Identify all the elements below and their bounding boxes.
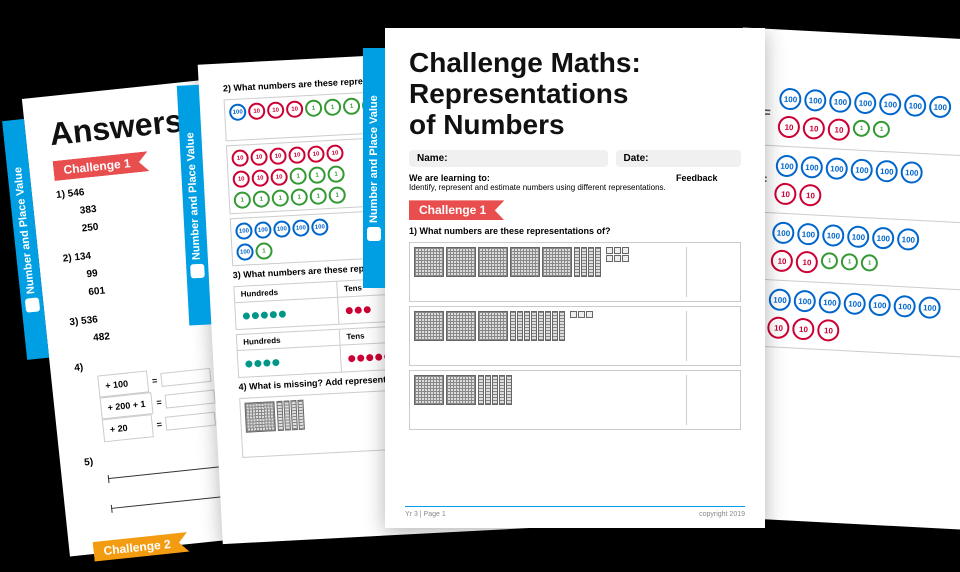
counter-1-icon: 1 bbox=[841, 253, 859, 271]
base-ten-row bbox=[409, 242, 741, 302]
tab-icon bbox=[190, 264, 205, 279]
date-field[interactable]: Date: bbox=[616, 150, 742, 167]
counter-100-icon: 100 bbox=[768, 288, 791, 311]
counter-collection: 1001001001001001001010 bbox=[774, 154, 960, 216]
counter-100-icon: 100 bbox=[775, 154, 798, 177]
page-footer: Yr 3 | Page 1 copyright 2019 bbox=[405, 506, 745, 518]
hundred-square-icon bbox=[244, 401, 276, 433]
tab-icon bbox=[367, 227, 381, 241]
counter-10-icon: 10 bbox=[827, 118, 850, 141]
answer-box[interactable] bbox=[686, 247, 736, 297]
counter-100-icon: 100 bbox=[897, 228, 920, 251]
counter-100-icon: 100 bbox=[822, 224, 845, 247]
counter-10-icon: 10 bbox=[767, 316, 790, 339]
base-ten-row bbox=[409, 370, 741, 430]
counter-100-icon: 100 bbox=[772, 221, 795, 244]
counter-100-icon: 100 bbox=[229, 103, 247, 121]
learning-objective: We are learning to: Identify, represent … bbox=[409, 173, 741, 192]
counter-100-icon: 100 bbox=[797, 223, 820, 246]
counter-100-icon: 100 bbox=[793, 290, 816, 313]
counter-100-icon: 100 bbox=[779, 88, 802, 111]
counter-100-icon: 100 bbox=[847, 225, 870, 248]
hundred-square-icon bbox=[414, 247, 444, 277]
counter-1-icon: 1 bbox=[305, 99, 323, 117]
counter-100-icon: 100 bbox=[893, 295, 916, 318]
counter-10-icon: 10 bbox=[770, 249, 793, 272]
counter-100-icon: 100 bbox=[850, 158, 873, 181]
main-title: Challenge Maths: Representations of Numb… bbox=[409, 48, 741, 140]
counter-100-icon: 100 bbox=[829, 90, 852, 113]
tab-label: Number and Place Value bbox=[12, 166, 37, 294]
name-field[interactable]: Name: bbox=[409, 150, 608, 167]
counter-10-icon: 10 bbox=[802, 117, 825, 140]
base-ten-row bbox=[409, 306, 741, 366]
side-tab: Number and Place Value bbox=[2, 119, 49, 360]
counter-100-icon: 100 bbox=[900, 161, 923, 184]
counter-100-icon: 100 bbox=[904, 94, 927, 117]
answer-box[interactable] bbox=[686, 375, 736, 425]
counter-1-icon: 1 bbox=[861, 254, 879, 272]
ten-stick-icon bbox=[574, 247, 580, 277]
counter-100-icon: 100 bbox=[875, 160, 898, 183]
counter-100-icon: 100 bbox=[825, 157, 848, 180]
tab-label: Number and Place Value bbox=[368, 95, 380, 223]
counter-100-icon: 100 bbox=[929, 95, 952, 118]
question-1: 1) What numbers are these representation… bbox=[409, 226, 741, 236]
challenge-1-banner: Challenge 1 bbox=[53, 151, 150, 181]
counter-100-icon: 100 bbox=[872, 227, 895, 250]
counter-100-icon: 100 bbox=[879, 93, 902, 116]
counter-1-icon: 1 bbox=[873, 120, 891, 138]
tab-label: Number and Place Value bbox=[184, 132, 203, 260]
tab-icon bbox=[25, 297, 40, 312]
counter-10-icon: 10 bbox=[792, 318, 815, 341]
counter-100-icon: 100 bbox=[868, 293, 891, 316]
counter-1-icon: 1 bbox=[821, 252, 839, 270]
counter-100-icon: 100 bbox=[804, 89, 827, 112]
answer-box[interactable] bbox=[686, 311, 736, 361]
counter-10-icon: 10 bbox=[799, 184, 822, 207]
counter-collection: 100100100100100100100101010 bbox=[767, 288, 960, 350]
counter-collection: 1001001001001001001010111 bbox=[770, 221, 960, 283]
counter-10-icon: 10 bbox=[778, 115, 801, 138]
one-cube-icon bbox=[606, 247, 613, 254]
counter-collection: 10010010010010010010010101011 bbox=[778, 88, 960, 150]
worksheet-page-cover: Number and Place Value Challenge Maths: … bbox=[385, 28, 765, 528]
counter-100-icon: 100 bbox=[918, 296, 941, 319]
side-tab: Number and Place Value bbox=[363, 48, 385, 288]
counter-100-icon: 100 bbox=[818, 291, 841, 314]
counter-10-icon: 10 bbox=[817, 319, 840, 342]
counter-100-icon: 100 bbox=[843, 292, 866, 315]
counter-10-icon: 10 bbox=[795, 251, 818, 274]
counter-10-icon: 10 bbox=[774, 182, 797, 205]
counter-1-icon: 1 bbox=[853, 119, 871, 137]
counter-group: =100100100100100100100101010 bbox=[750, 279, 960, 359]
challenge-2-banner: Challenge 2 bbox=[93, 532, 190, 562]
counter-10-icon: 10 bbox=[248, 102, 266, 120]
counter-100-icon: 100 bbox=[800, 156, 823, 179]
name-date-row: Name: Date: bbox=[409, 150, 741, 167]
challenge-1-banner: Challenge 1 bbox=[409, 200, 504, 220]
counter-100-icon: 100 bbox=[854, 91, 877, 114]
